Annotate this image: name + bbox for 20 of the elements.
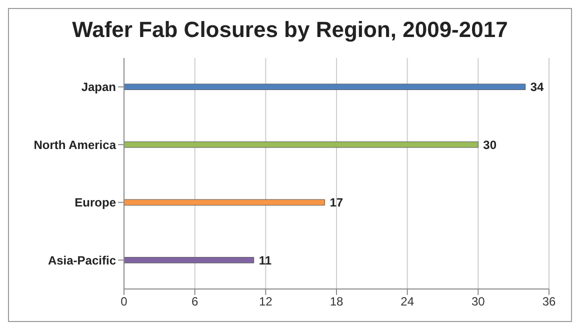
data-label: 11 bbox=[258, 253, 272, 268]
bar bbox=[124, 141, 478, 148]
data-label: 34 bbox=[530, 80, 544, 94]
y-tick-label: North America bbox=[34, 138, 116, 152]
data-label: 17 bbox=[330, 196, 344, 210]
x-tick-label: 12 bbox=[258, 294, 273, 309]
x-tick-label: 30 bbox=[471, 294, 486, 309]
x-tick-label: 36 bbox=[542, 294, 556, 309]
y-tick-label: Asia-Pacific bbox=[48, 253, 116, 268]
bar bbox=[124, 84, 526, 90]
x-tick-label: 18 bbox=[330, 294, 344, 309]
x-tick-label: 0 bbox=[120, 294, 128, 309]
chart-title: Wafer Fab Closures by Region, 2009-2017 bbox=[71, 16, 509, 44]
data-label: 30 bbox=[483, 138, 497, 152]
y-tick-label: Japan bbox=[81, 80, 116, 94]
x-tick-label: 24 bbox=[400, 294, 414, 309]
bar bbox=[124, 199, 325, 206]
bar bbox=[124, 256, 254, 264]
x-tick-label: 6 bbox=[191, 294, 198, 309]
y-tick-label: Europe bbox=[74, 196, 116, 210]
